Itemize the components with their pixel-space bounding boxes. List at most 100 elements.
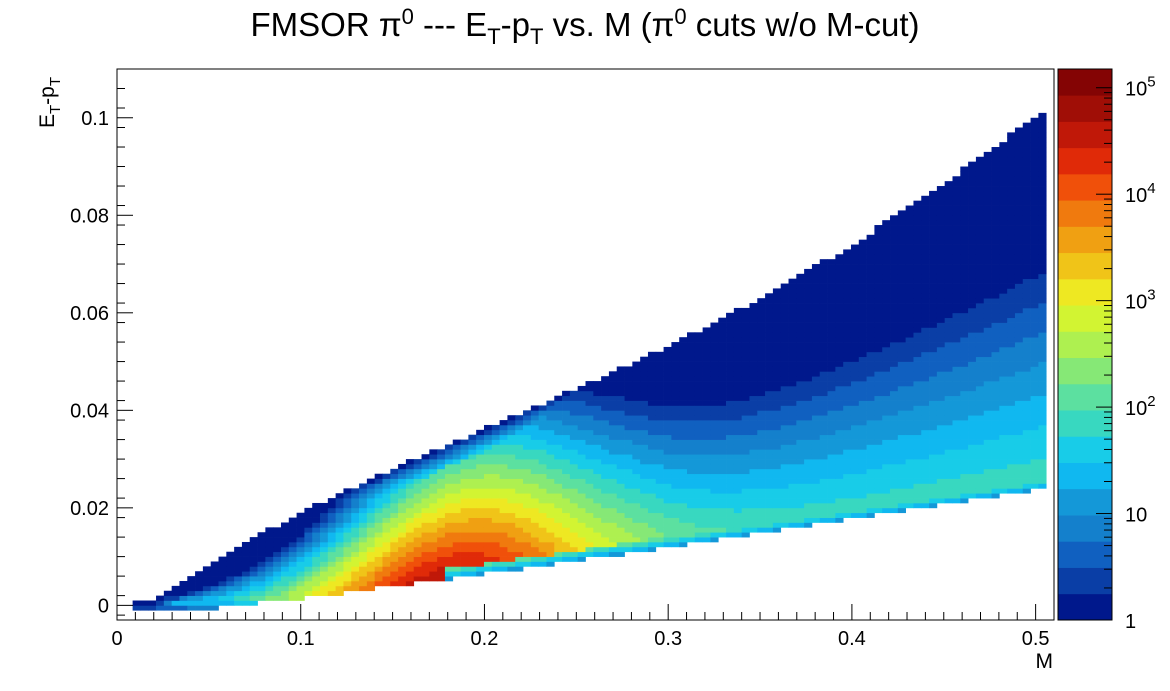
heatmap-cell xyxy=(991,288,1000,294)
heatmap-cell xyxy=(835,439,844,445)
heatmap-cell xyxy=(554,420,563,426)
heatmap-cell xyxy=(530,473,539,479)
heatmap-cell xyxy=(975,385,985,392)
heatmap-cell xyxy=(585,522,594,528)
heatmap-cell xyxy=(468,532,477,538)
heatmap-cell xyxy=(577,429,586,436)
heatmap-cell xyxy=(273,571,282,577)
heatmap-cell xyxy=(733,322,743,328)
heatmap-cell xyxy=(140,600,149,606)
heatmap-cell xyxy=(374,580,383,587)
heatmap-cell xyxy=(671,532,680,538)
heatmap-cell xyxy=(1007,400,1016,406)
heatmap-cell xyxy=(226,571,235,577)
heatmap-cell xyxy=(562,541,571,548)
heatmap-cell xyxy=(499,459,508,465)
colorbar-swatch xyxy=(1058,515,1112,542)
heatmap-cell xyxy=(796,356,805,362)
heatmap-cell xyxy=(765,483,774,489)
heatmap-cell xyxy=(335,561,344,567)
heatmap-cell xyxy=(624,507,633,514)
heatmap-cell xyxy=(983,298,992,304)
heatmap-cell xyxy=(975,429,985,436)
heatmap-cell xyxy=(1038,210,1047,216)
heatmap-cell xyxy=(921,424,930,431)
heatmap-cell xyxy=(804,288,813,294)
heatmap-cell xyxy=(1007,381,1016,387)
heatmap-cell xyxy=(647,478,657,484)
heatmap-cell xyxy=(530,541,539,548)
heatmap-cell xyxy=(1014,342,1024,348)
heatmap-cell xyxy=(616,517,625,523)
heatmap-cell xyxy=(390,541,399,548)
heatmap-cell xyxy=(288,517,297,523)
heatmap-cell xyxy=(726,434,735,440)
heatmap-cell xyxy=(866,498,875,504)
heatmap-cell xyxy=(710,478,719,484)
heatmap-cell xyxy=(710,361,719,367)
heatmap-cell xyxy=(546,522,555,528)
heatmap-cell xyxy=(437,498,446,504)
heatmap-cell xyxy=(991,244,1000,250)
heatmap-cell xyxy=(608,488,618,494)
heatmap-cell xyxy=(726,390,735,397)
heatmap-cell xyxy=(171,590,180,596)
heatmap-cell xyxy=(476,473,485,479)
heatmap-cell xyxy=(929,468,938,475)
heatmap-cell xyxy=(1022,351,1031,358)
heatmap-cell xyxy=(1030,273,1039,280)
heatmap-cell xyxy=(679,498,688,504)
heatmap-cell xyxy=(1030,429,1039,436)
heatmap-cell xyxy=(601,512,610,518)
heatmap-cell xyxy=(1007,473,1016,479)
heatmap-cell xyxy=(749,322,758,328)
heatmap-cell xyxy=(257,532,266,538)
heatmap-cell xyxy=(562,502,571,509)
heatmap-cell xyxy=(585,459,594,465)
heatmap-cell xyxy=(1014,337,1024,343)
heatmap-cell xyxy=(1022,424,1031,431)
heatmap-cell xyxy=(975,254,985,260)
heatmap-cell xyxy=(530,561,539,567)
heatmap-cell xyxy=(772,424,782,431)
heatmap-cell xyxy=(280,590,290,596)
heatmap-cell xyxy=(562,410,571,416)
heatmap-cell xyxy=(999,327,1008,333)
heatmap-cell xyxy=(585,463,594,470)
heatmap-cell xyxy=(655,439,664,445)
heatmap-cell xyxy=(718,346,727,353)
heatmap-cell xyxy=(835,366,844,372)
heatmap-cell xyxy=(749,376,758,382)
heatmap-cell xyxy=(991,439,1000,445)
heatmap-cell xyxy=(765,400,774,406)
heatmap-cell xyxy=(968,381,977,387)
heatmap-cell xyxy=(905,210,914,216)
heatmap-cell xyxy=(601,395,610,401)
heatmap-cell xyxy=(694,429,703,436)
heatmap-cell xyxy=(975,361,985,367)
heatmap-cell xyxy=(897,429,906,436)
heatmap-cell xyxy=(944,190,953,197)
heatmap-cell xyxy=(671,376,680,382)
heatmap-cell xyxy=(640,420,649,426)
heatmap-cell xyxy=(811,371,821,377)
heatmap-cell xyxy=(975,229,985,236)
heatmap-cell xyxy=(819,400,828,406)
heatmap-cell xyxy=(577,507,586,514)
heatmap-cell xyxy=(671,420,680,426)
heatmap-cell xyxy=(523,512,532,518)
heatmap-cell xyxy=(905,332,914,338)
heatmap-cell xyxy=(975,268,985,275)
colorbar-swatch xyxy=(1058,147,1112,175)
heatmap-cell xyxy=(874,268,883,275)
heatmap-cell xyxy=(702,502,711,509)
heatmap-cell xyxy=(804,381,813,387)
heatmap-cell xyxy=(593,395,602,401)
heatmap-cell xyxy=(968,268,977,275)
heatmap-cell xyxy=(819,449,828,455)
heatmap-cell xyxy=(843,507,852,514)
heatmap-cell xyxy=(671,449,680,455)
heatmap-cell xyxy=(843,424,852,431)
heatmap-cell xyxy=(679,351,688,358)
heatmap-cell xyxy=(655,449,664,455)
